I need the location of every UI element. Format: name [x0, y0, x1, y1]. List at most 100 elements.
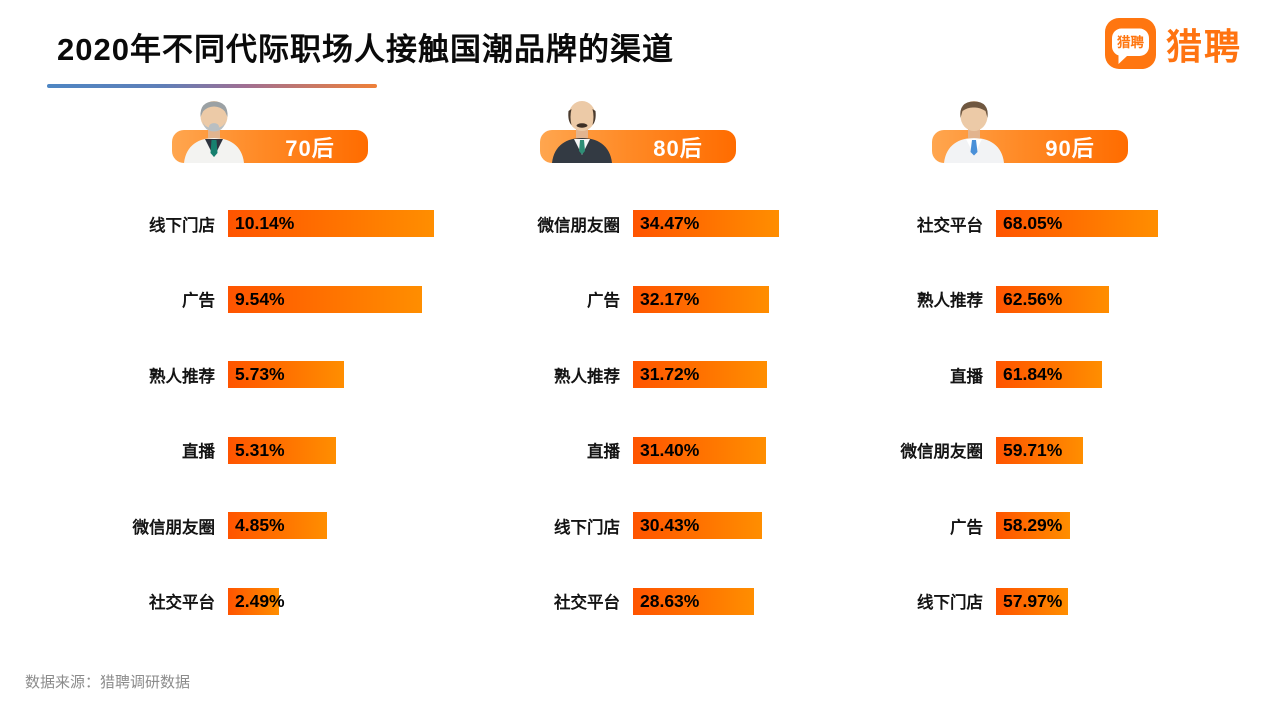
bar: 61.84% [996, 361, 1103, 389]
title-underline [47, 84, 377, 88]
bar-value-label: 58.29% [1003, 515, 1063, 536]
generation-column: 90后 社交平台 68.05% 熟人推荐 62.56% 直播 61.84% [833, 0, 1213, 720]
liepin-logo: 猎聘 猎聘 [1104, 17, 1242, 70]
category-label: 熟人推荐 [917, 292, 983, 311]
bar-track: 68.05% [996, 210, 1158, 237]
bar-row: 微信朋友圈 59.71% [833, 436, 1213, 464]
bar-value-label: 57.97% [1003, 590, 1063, 611]
bar-value-label: 68.05% [1003, 213, 1063, 233]
bar-track: 4.85% [228, 512, 327, 540]
bar: 2.49% [228, 587, 285, 615]
category-label: 广告 [587, 292, 620, 311]
bar-row: 社交平台 68.05% [833, 210, 1213, 237]
bar-value-label: 31.40% [640, 439, 700, 460]
bar-track: 34.47% [633, 210, 779, 237]
bar-track: 61.84% [996, 361, 1103, 389]
bar: 10.14% [228, 210, 434, 237]
bar-row: 直播 61.84% [833, 361, 1213, 389]
bar-value-label: 5.31% [235, 439, 285, 460]
bar-row: 社交平台 28.63% [470, 587, 850, 615]
bar-row: 线下门店 30.43% [470, 512, 850, 540]
bar-row: 微信朋友圈 4.85% [65, 512, 445, 540]
bar-value-label: 9.54% [235, 288, 285, 309]
bar-rows: 线下门店 10.14% 广告 9.54% 熟人推荐 5.73% 直播 [65, 210, 445, 664]
bar: 4.85% [228, 512, 327, 540]
category-label: 线下门店 [917, 594, 983, 613]
category-label: 直播 [182, 443, 215, 462]
category-label: 直播 [950, 367, 983, 386]
generation-column: 80后 微信朋友圈 34.47% 广告 32.17% 熟人推荐 [470, 0, 850, 720]
bar-track: 58.29% [996, 512, 1071, 540]
bar-track: 9.54% [228, 285, 422, 313]
bar: 5.31% [228, 436, 336, 464]
bar-track: 28.63% [633, 587, 755, 615]
bar-track: 2.49% [228, 587, 285, 615]
bar: 9.54% [228, 285, 422, 313]
generation-header: 70后 [172, 101, 368, 163]
bar-value-label: 5.73% [235, 364, 285, 385]
bar-value-label: 31.72% [640, 364, 700, 385]
bar: 28.63% [633, 587, 755, 615]
avatar-90s-man-icon [944, 101, 1004, 163]
data-source-note: 数据来源：猎聘调研数据 [25, 674, 191, 691]
bar-row: 广告 32.17% [470, 285, 850, 313]
bar: 59.71% [996, 436, 1084, 464]
category-label: 广告 [182, 292, 215, 311]
avatar-70s-man-icon [184, 101, 244, 163]
category-label: 社交平台 [149, 594, 215, 613]
bar-row: 直播 5.31% [65, 436, 445, 464]
bar-track: 31.72% [633, 361, 768, 389]
bar-row: 微信朋友圈 34.47% [470, 210, 850, 237]
avatar-80s-man-icon [552, 101, 612, 163]
bar-row: 线下门店 57.97% [833, 587, 1213, 615]
bar: 58.29% [996, 512, 1071, 540]
bar-track: 59.71% [996, 436, 1084, 464]
bar: 31.40% [633, 436, 766, 464]
bar-value-label: 2.49% [235, 590, 285, 611]
bar-value-label: 59.71% [1003, 439, 1063, 460]
bar-track: 31.40% [633, 436, 766, 464]
bar-value-label: 28.63% [640, 590, 700, 611]
bar: 62.56% [996, 285, 1109, 313]
category-label: 广告 [950, 518, 983, 537]
bar-row: 熟人推荐 62.56% [833, 285, 1213, 313]
bar-value-label: 4.85% [235, 515, 285, 536]
category-label: 线下门店 [554, 518, 620, 537]
generation-label: 70后 [285, 135, 335, 161]
category-label: 微信朋友圈 [132, 518, 216, 537]
category-label: 熟人推荐 [554, 367, 620, 386]
bar-value-label: 30.43% [640, 515, 700, 536]
category-label: 熟人推荐 [149, 367, 215, 386]
bar: 57.97% [996, 587, 1068, 615]
bar: 5.73% [228, 361, 345, 389]
bar-row: 线下门店 10.14% [65, 210, 445, 237]
generation-header: 80后 [540, 101, 736, 163]
bar-track: 32.17% [633, 285, 770, 313]
category-label: 社交平台 [917, 216, 983, 235]
bar: 32.17% [633, 285, 770, 313]
bar-row: 广告 58.29% [833, 512, 1213, 540]
bar: 34.47% [633, 210, 779, 237]
bar-track: 62.56% [996, 285, 1109, 313]
bar-track: 10.14% [228, 210, 434, 237]
generation-column: 70后 线下门店 10.14% 广告 9.54% 熟人推荐 [65, 0, 445, 720]
liepin-logo-text: 猎聘 [1166, 25, 1243, 67]
bar-value-label: 32.17% [640, 288, 700, 309]
bar-rows: 社交平台 68.05% 熟人推荐 62.56% 直播 61.84% 微信朋友圈 [833, 210, 1213, 664]
bar-row: 社交平台 2.49% [65, 587, 445, 615]
bar: 31.72% [633, 361, 768, 389]
category-label: 直播 [587, 443, 620, 462]
category-label: 线下门店 [149, 216, 215, 235]
category-label: 微信朋友圈 [537, 216, 621, 235]
bar: 30.43% [633, 512, 762, 540]
category-label: 社交平台 [554, 594, 620, 613]
bar-value-label: 61.84% [1003, 364, 1063, 385]
bar-track: 5.73% [228, 361, 345, 389]
page-title: 2020年不同代际职场人接触国潮品牌的渠道 [57, 32, 674, 67]
bar-value-label: 62.56% [1003, 288, 1063, 309]
bar-row: 广告 9.54% [65, 285, 445, 313]
generation-label: 80后 [653, 135, 703, 161]
bar-value-label: 34.47% [640, 213, 700, 233]
bar: 68.05% [996, 210, 1158, 237]
